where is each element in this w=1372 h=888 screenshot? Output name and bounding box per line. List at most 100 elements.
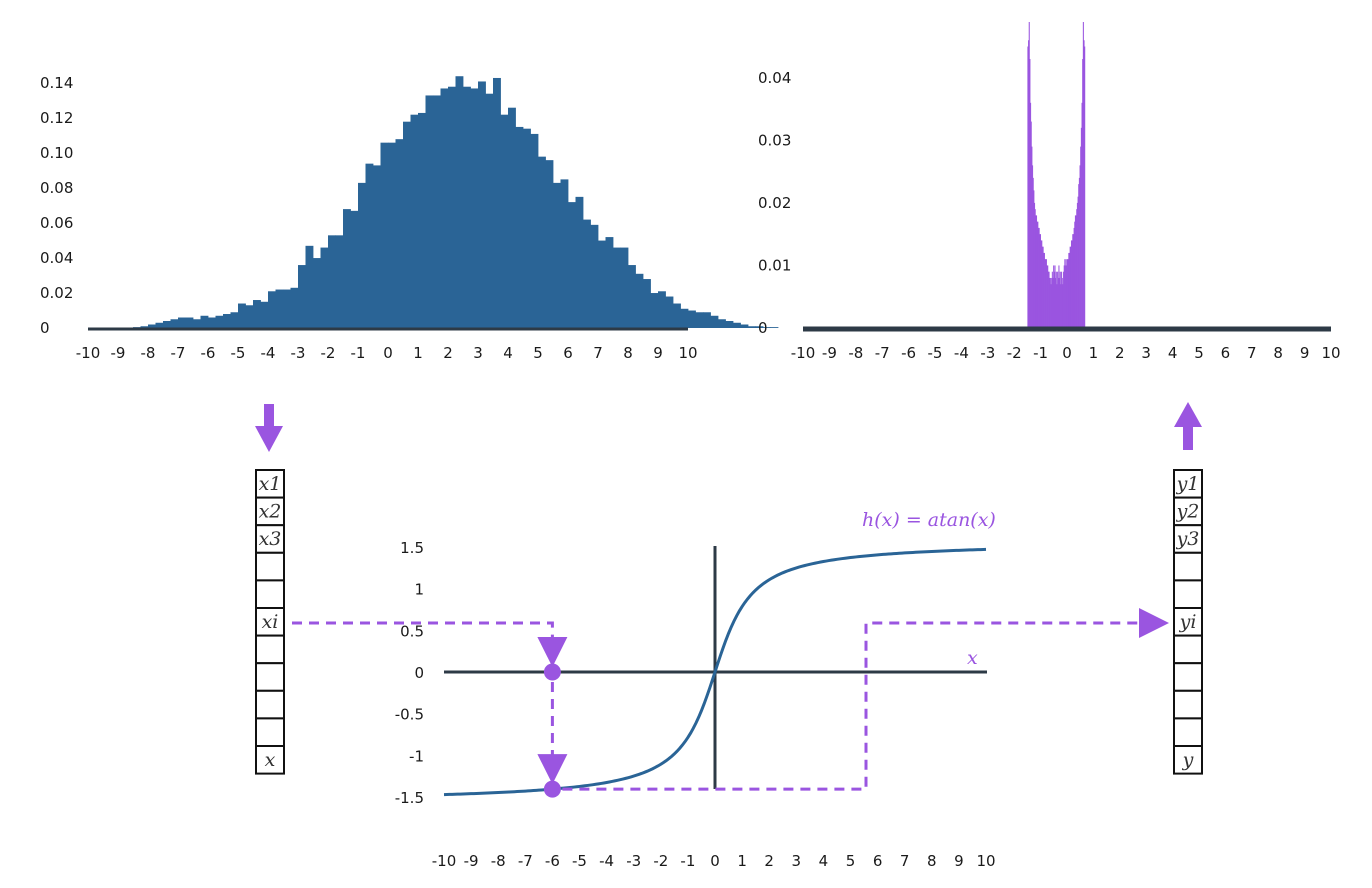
- output-up-arrow-icon: [1174, 402, 1202, 450]
- histogram-bar: [1056, 284, 1058, 328]
- vector-entry-label: xi: [262, 611, 279, 633]
- histogram-bar: [1068, 252, 1070, 328]
- x-tick-label: 10: [1321, 344, 1340, 362]
- histogram-bar: [1030, 121, 1032, 329]
- y-tick-label: -0.5: [395, 706, 424, 724]
- x-tick-label: -10: [791, 344, 816, 362]
- x-tick-label: 6: [1221, 344, 1231, 362]
- histogram-bar: [470, 88, 479, 329]
- histogram-bar: [568, 202, 576, 328]
- histogram-bar: [710, 315, 719, 328]
- histogram-bar: [178, 317, 186, 328]
- histogram-bar: [478, 81, 486, 328]
- x-tick-label: 1: [413, 344, 423, 362]
- histogram-bar: [1033, 190, 1035, 328]
- histogram-bar: [343, 209, 351, 328]
- histogram-bar: [1067, 259, 1069, 328]
- histogram-bar: [1072, 234, 1074, 328]
- histogram-bar: [688, 310, 696, 328]
- histogram-bar: [1084, 46, 1086, 328]
- histogram-bar: [1080, 146, 1082, 328]
- histogram-bar: [1078, 177, 1080, 328]
- vector-cell: [255, 662, 285, 692]
- vector-cell: [1173, 551, 1203, 582]
- histogram-bar: [1038, 227, 1040, 328]
- histogram-bar: [1047, 271, 1049, 328]
- histogram-bar: [1065, 265, 1067, 328]
- x-tick-label: 6: [563, 344, 573, 362]
- histogram-bar: [253, 300, 261, 328]
- vector-cell: [255, 745, 285, 775]
- histogram-bar: [1059, 271, 1061, 328]
- vector-cell: [255, 607, 285, 637]
- x-tick-label: 10: [678, 344, 697, 362]
- input-vector: x1 x2 x3 xi x: [255, 469, 285, 775]
- x-tick-label: -10: [76, 344, 101, 362]
- x-tick-label: 7: [1247, 344, 1257, 362]
- histogram-bar: [200, 315, 209, 328]
- histogram-bar: [290, 287, 299, 328]
- x-tick-label: 2: [764, 852, 774, 870]
- histogram-bar: [650, 293, 659, 328]
- x-tick-label: 0: [1062, 344, 1072, 362]
- x-tick-label: 6: [873, 852, 883, 870]
- histogram-bar: [1055, 277, 1057, 328]
- x-axis-label: x: [967, 647, 978, 669]
- x-tick-label: 10: [976, 852, 995, 870]
- histogram-bar: [1051, 271, 1053, 328]
- histogram-bar: [1072, 234, 1074, 328]
- vector-entry-label: y2: [1176, 500, 1200, 522]
- y-tick-label: 0.04: [40, 249, 73, 267]
- x-tick-label: -7: [518, 852, 533, 870]
- histogram-bar: [1048, 271, 1050, 328]
- histogram-bar: [1073, 227, 1075, 328]
- x-tick-label: -1: [1033, 344, 1048, 362]
- histogram-bar: [575, 196, 584, 328]
- histogram-bar: [1041, 240, 1043, 328]
- input-point-marker: [543, 663, 561, 681]
- histogram-bar: [1050, 284, 1052, 328]
- x-tick-label: -8: [491, 852, 506, 870]
- y-tick-label: 0: [414, 664, 424, 682]
- histogram-bar: [1071, 240, 1073, 328]
- histogram-bar: [358, 182, 366, 328]
- vector-entry-label: y1: [1176, 473, 1200, 495]
- x-tick-label: -10: [432, 852, 457, 870]
- histogram-bar: [658, 291, 666, 328]
- x-tick-label: 0: [710, 852, 720, 870]
- y-tick-label: 1.5: [400, 539, 424, 557]
- x-tick-label: -9: [464, 852, 479, 870]
- x-tick-label: 5: [533, 344, 543, 362]
- histogram-bar: [1063, 265, 1065, 328]
- histogram-bar: [1065, 259, 1067, 328]
- x-tick-label: 7: [593, 344, 603, 362]
- histogram-bar: [1061, 271, 1063, 328]
- histogram-bar: [665, 296, 674, 328]
- x-tick-label: -2: [653, 852, 668, 870]
- histogram-bar: [508, 107, 516, 328]
- output-point-marker: [543, 780, 561, 798]
- vector-cell: [1173, 634, 1203, 665]
- histogram-bar: [1055, 271, 1057, 328]
- histogram-bar: [193, 319, 201, 328]
- histogram-bar: [448, 86, 456, 329]
- histogram-bar: [1034, 209, 1036, 328]
- histogram-bar: [440, 88, 449, 329]
- histogram-bar: [500, 114, 509, 328]
- histogram-bar: [628, 265, 636, 328]
- histogram-bar: [635, 273, 644, 328]
- x-tick-label: -1: [680, 852, 695, 870]
- y-tick-label: 0.14: [40, 74, 73, 92]
- x-tick-label: 8: [623, 344, 633, 362]
- vector-entry-label: yi: [1179, 611, 1197, 633]
- histogram-bar: [1035, 215, 1037, 328]
- x-tick-label: -7: [171, 344, 186, 362]
- vector-cell: [1173, 524, 1203, 554]
- histogram-bar: [560, 179, 569, 328]
- histogram-bar: [373, 165, 381, 328]
- vector-cell: [255, 496, 285, 527]
- x-tick-label: 2: [1115, 344, 1125, 362]
- vector-entry-label: x1: [259, 473, 282, 495]
- x-tick-label: -9: [822, 344, 837, 362]
